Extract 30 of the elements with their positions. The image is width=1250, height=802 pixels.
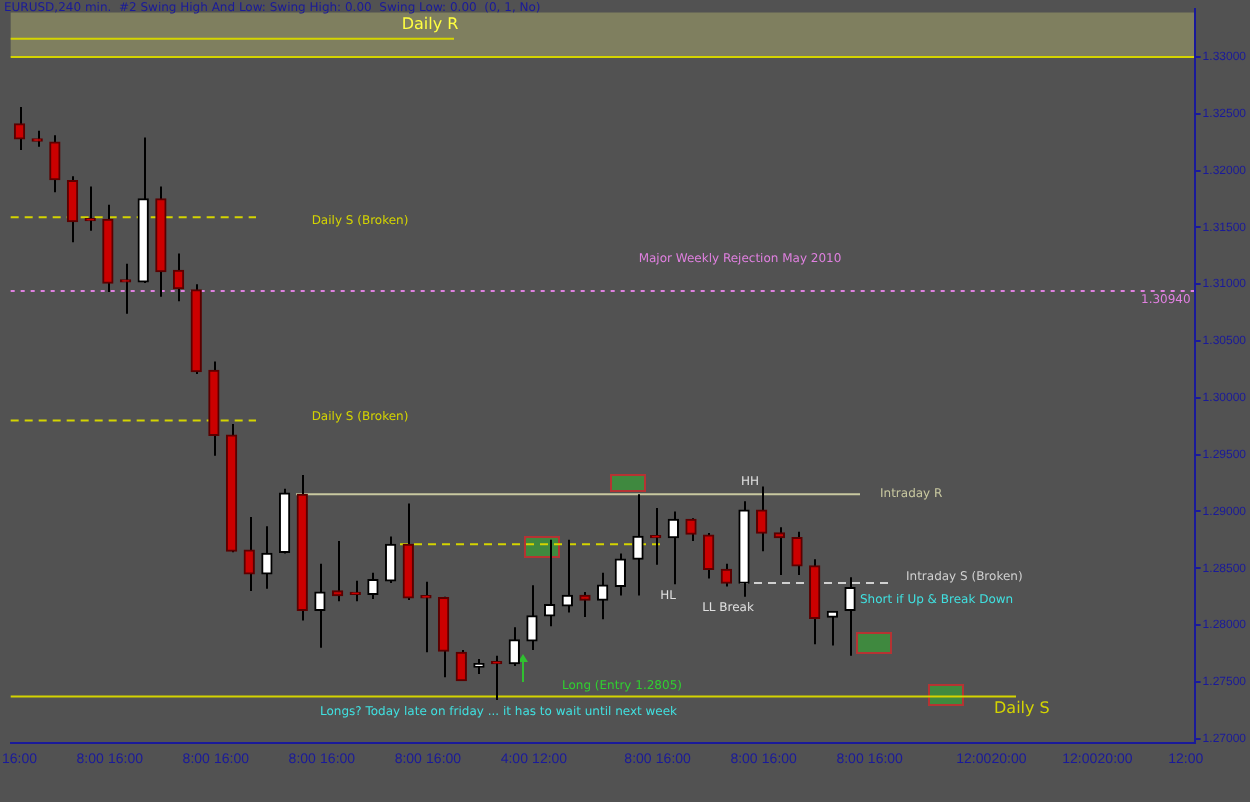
candlestick bbox=[13, 105, 26, 152]
candlestick bbox=[667, 510, 679, 586]
candlestick bbox=[172, 252, 185, 303]
candlestick bbox=[826, 610, 839, 647]
candlestick bbox=[632, 493, 644, 597]
candlestick bbox=[703, 532, 715, 580]
candlestick bbox=[508, 626, 520, 667]
candlestick bbox=[844, 576, 856, 657]
candlestick bbox=[756, 485, 768, 553]
candlestick bbox=[331, 539, 344, 603]
band-label: Daily R bbox=[401, 14, 460, 33]
candlestick bbox=[367, 571, 379, 600]
ref-line-label: Daily S bbox=[994, 698, 1050, 717]
candlestick bbox=[314, 562, 326, 649]
candlestick bbox=[685, 517, 697, 542]
candlestick bbox=[773, 526, 786, 577]
candlestick bbox=[243, 516, 255, 592]
candlestick bbox=[66, 175, 79, 244]
candlestick bbox=[384, 535, 397, 584]
candlestick bbox=[596, 571, 609, 621]
candlestick bbox=[543, 538, 556, 628]
candlestick bbox=[579, 591, 591, 619]
candlestick bbox=[261, 525, 273, 590]
candlestick bbox=[119, 262, 132, 315]
candlestick bbox=[614, 552, 626, 597]
candlestick bbox=[791, 530, 803, 577]
candlestick bbox=[720, 562, 733, 588]
candlestick bbox=[49, 134, 61, 194]
candlestick bbox=[526, 584, 538, 652]
candlestick bbox=[455, 649, 467, 682]
